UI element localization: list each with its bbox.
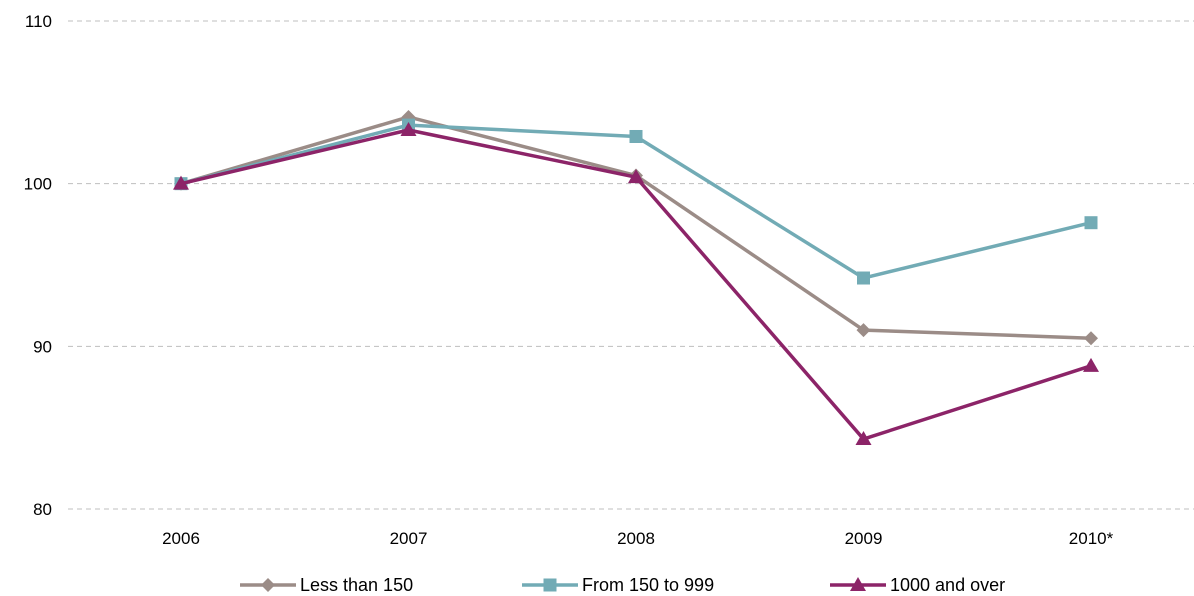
legend-marker — [261, 578, 275, 592]
x-tick-label: 2008 — [617, 529, 655, 548]
x-tick-label: 2006 — [162, 529, 200, 548]
y-axis-ticks: 80 90 100 110 — [24, 12, 52, 519]
gridlines — [68, 20, 1194, 510]
y-tick-label: 90 — [33, 337, 52, 356]
data-point — [1083, 357, 1099, 372]
data-point — [629, 129, 643, 143]
x-axis-ticks: 2006 2007 2008 2009 2010* — [162, 529, 1114, 548]
legend-label: From 150 to 999 — [582, 575, 714, 595]
data-point — [1084, 216, 1098, 230]
series-layer — [173, 109, 1099, 446]
legend-marker — [543, 578, 557, 592]
legend-item: Less than 150 — [240, 575, 413, 595]
legend-marker — [850, 577, 866, 591]
y-tick-label: 100 — [24, 175, 52, 194]
y-tick-label: 110 — [25, 12, 52, 31]
series-2 — [173, 121, 1099, 446]
legend-label: 1000 and over — [890, 575, 1005, 595]
x-tick-label: 2010* — [1069, 529, 1114, 548]
data-point — [173, 175, 189, 190]
series-0 — [174, 109, 1098, 346]
legend-item: From 150 to 999 — [522, 575, 714, 595]
legend-item: 1000 and over — [830, 575, 1005, 595]
legend-label: Less than 150 — [300, 575, 413, 595]
data-point — [856, 323, 871, 338]
data-point — [855, 431, 872, 446]
data-point — [400, 121, 417, 136]
x-tick-label: 2009 — [845, 529, 883, 548]
data-point — [628, 169, 644, 184]
y-tick-label: 80 — [33, 500, 52, 519]
data-point — [1084, 331, 1098, 346]
data-point — [857, 271, 870, 285]
series-line — [180, 123, 1092, 280]
x-tick-label: 2007 — [390, 529, 428, 548]
legend: Less than 150 From 150 to 999 1000 and ove… — [240, 575, 1005, 595]
